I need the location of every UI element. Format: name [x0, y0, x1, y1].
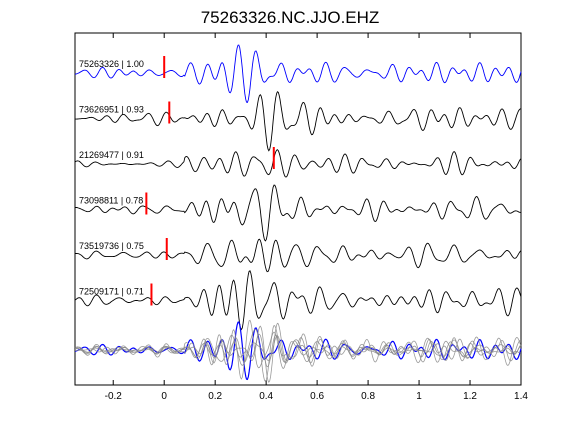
x-tick-label: -0.2 — [105, 391, 123, 402]
trace-label: 21269477 | 0.91 — [79, 150, 144, 160]
trace-line — [74, 149, 522, 178]
trace-label: 73626951 | 0.93 — [79, 105, 144, 115]
x-tick-label: 0.2 — [208, 391, 222, 402]
trace-line — [74, 184, 522, 242]
x-tick-label: 0.6 — [310, 391, 324, 402]
stack-overlay-line — [74, 333, 522, 368]
trace-label: 72509171 | 0.71 — [79, 287, 144, 297]
trace-label: 73519736 | 0.75 — [79, 241, 144, 251]
trace-line — [74, 44, 522, 103]
x-tick-label: 0.8 — [361, 391, 375, 402]
axes-box — [74, 32, 522, 386]
x-tick-label: 0.4 — [259, 391, 273, 402]
stack-overlay-line — [74, 319, 522, 380]
plot-area: -0.2 0 0.2 0.4 0.6 0.8 1 1.2 1.4 75263326 | 1.00 7… — [74, 32, 528, 402]
chart-title: 75263326.NC.JJO.EHZ — [201, 8, 380, 27]
trace-line — [75, 91, 522, 152]
stack-overlay-line — [74, 325, 522, 383]
x-tick-label: 0 — [161, 391, 167, 402]
trace-label: 73098811 | 0.78 — [79, 196, 143, 206]
x-tick-label: 1.2 — [463, 391, 477, 402]
trace-line — [74, 238, 522, 273]
trace-label: 75263326 | 1.00 — [79, 59, 144, 69]
x-tick-label: 1.4 — [514, 391, 528, 402]
x-tick-label: 1 — [416, 391, 422, 402]
trace-line — [74, 270, 522, 331]
